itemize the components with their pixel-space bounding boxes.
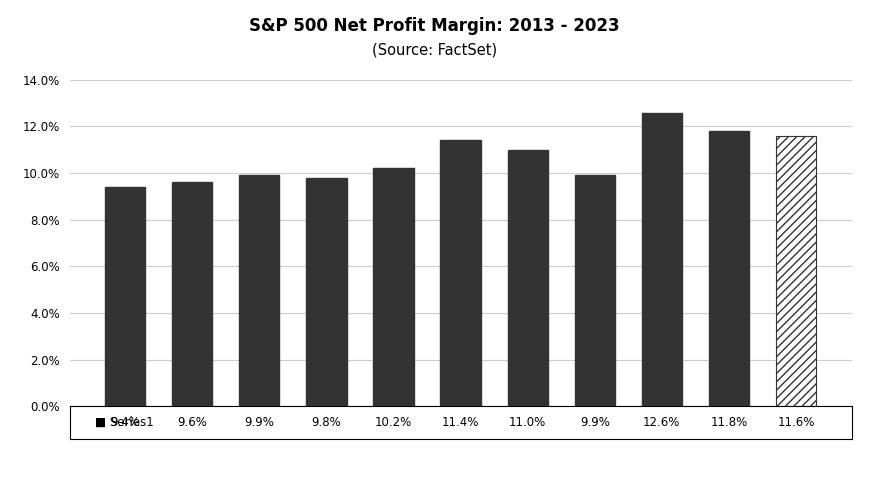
Bar bbox=[239, 176, 280, 407]
Text: 11.6%: 11.6% bbox=[777, 416, 814, 429]
Bar bbox=[374, 169, 414, 407]
Text: ■ Series1: ■ Series1 bbox=[95, 416, 154, 429]
Text: 9.6%: 9.6% bbox=[177, 416, 207, 429]
Bar bbox=[105, 187, 145, 407]
Text: 11.0%: 11.0% bbox=[509, 416, 547, 429]
Text: S&P 500 Net Profit Margin: 2013 - 2023: S&P 500 Net Profit Margin: 2013 - 2023 bbox=[249, 17, 620, 35]
Text: 9.9%: 9.9% bbox=[244, 416, 275, 429]
Bar bbox=[574, 176, 615, 407]
Text: 9.8%: 9.8% bbox=[312, 416, 342, 429]
Bar bbox=[306, 178, 347, 407]
Text: 11.4%: 11.4% bbox=[441, 416, 480, 429]
Bar bbox=[709, 131, 749, 407]
Text: 11.8%: 11.8% bbox=[710, 416, 747, 429]
Text: 9.4%: 9.4% bbox=[110, 416, 140, 429]
Text: 9.9%: 9.9% bbox=[580, 416, 610, 429]
Bar bbox=[776, 136, 816, 407]
Text: (Source: FactSet): (Source: FactSet) bbox=[372, 42, 497, 57]
Text: 10.2%: 10.2% bbox=[375, 416, 412, 429]
Bar bbox=[441, 141, 481, 407]
Bar bbox=[172, 183, 212, 407]
Text: 12.6%: 12.6% bbox=[643, 416, 680, 429]
Bar bbox=[641, 112, 682, 407]
Bar bbox=[507, 150, 547, 407]
